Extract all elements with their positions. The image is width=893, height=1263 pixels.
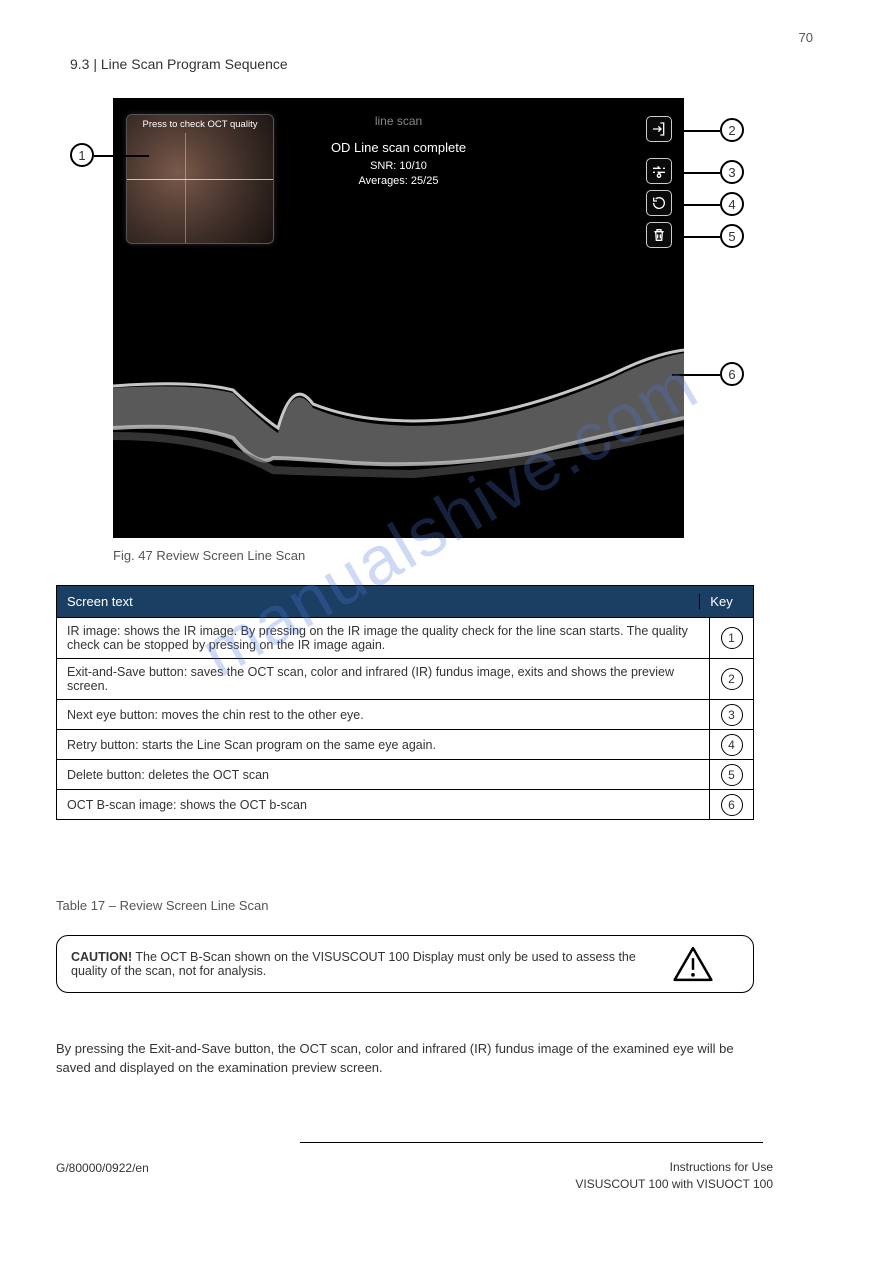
callout-5: 5	[720, 224, 744, 248]
table-cell-text: Next eye button: moves the chin rest to …	[57, 700, 709, 729]
table-header: Screen text Key	[57, 586, 753, 617]
table-cell-key: 5	[709, 760, 753, 789]
key-circle: 6	[721, 794, 743, 816]
callout-2: 2	[720, 118, 744, 142]
table-cell-text: OCT B-scan image: shows the OCT b-scan	[57, 790, 709, 819]
table-row: Retry button: starts the Line Scan progr…	[57, 729, 753, 759]
crosshair-vertical	[185, 133, 186, 243]
table-cell-key: 1	[709, 618, 753, 658]
review-screen-table: Screen text Key IR image: shows the IR i…	[56, 585, 754, 820]
key-circle: 1	[721, 627, 743, 649]
callout-3: 3	[720, 160, 744, 184]
warning-icon	[673, 946, 713, 982]
delete-button[interactable]	[646, 222, 672, 248]
table-header-key: Key	[699, 594, 743, 609]
next-eye-button[interactable]	[646, 158, 672, 184]
footer-line-2: VISUSCOUT 100 with VISUOCT 100	[575, 1176, 773, 1193]
ir-thumbnail[interactable]: Press to check OCT quality	[126, 114, 274, 244]
callout-connector	[680, 130, 720, 132]
key-circle: 2	[721, 668, 743, 690]
footer-right: Instructions for Use VISUSCOUT 100 with …	[575, 1159, 773, 1193]
caution-label: CAUTION!	[71, 950, 132, 964]
table-cell-text: IR image: shows the IR image. By pressin…	[57, 618, 709, 658]
key-circle: 5	[721, 764, 743, 786]
callout-6: 6	[720, 362, 744, 386]
figure-caption: Fig. 47 Review Screen Line Scan	[113, 548, 305, 563]
callout-connector	[672, 374, 720, 376]
thumb-label: Press to check OCT quality	[127, 119, 273, 130]
callout-connector	[680, 172, 720, 174]
retry-button[interactable]	[646, 190, 672, 216]
callout-1: 1	[70, 143, 94, 167]
callout-connector	[94, 155, 149, 157]
screenshot-figure: line scan OD Line scan complete SNR: 10/…	[113, 98, 684, 538]
table-cell-text: Delete button: deletes the OCT scan	[57, 760, 709, 789]
key-circle: 3	[721, 704, 743, 726]
key-circle: 4	[721, 734, 743, 756]
table-cell-key: 3	[709, 700, 753, 729]
exit-save-button[interactable]	[646, 116, 672, 142]
oct-bscan-image	[113, 258, 684, 538]
bottom-paragraph: By pressing the Exit-and-Save button, th…	[56, 1040, 754, 1078]
caution-box: CAUTION! The OCT B-Scan shown on the VIS…	[56, 935, 754, 993]
table-cell-text: Exit-and-Save button: saves the OCT scan…	[57, 659, 709, 699]
callout-connector	[680, 236, 720, 238]
table-cell-key: 2	[709, 659, 753, 699]
table-row: IR image: shows the IR image. By pressin…	[57, 617, 753, 658]
table-row: OCT B-scan image: shows the OCT b-scan 6	[57, 789, 753, 819]
callout-4: 4	[720, 192, 744, 216]
table-header-text: Screen text	[67, 594, 699, 609]
page-number: 70	[799, 30, 813, 45]
table-cell-key: 4	[709, 730, 753, 759]
callout-connector	[680, 204, 720, 206]
section-heading: 9.3 | Line Scan Program Sequence	[70, 56, 288, 72]
caution-text: The OCT B-Scan shown on the VISUSCOUT 10…	[71, 950, 636, 978]
table-cell-text: Retry button: starts the Line Scan progr…	[57, 730, 709, 759]
footer-doc-code: G/80000/0922/en	[56, 1161, 149, 1175]
crosshair-horizontal	[127, 179, 273, 180]
table-cell-key: 6	[709, 790, 753, 819]
footer-line-1: Instructions for Use	[575, 1159, 773, 1176]
footer-divider	[300, 1142, 763, 1143]
table-row: Next eye button: moves the chin rest to …	[57, 699, 753, 729]
table-row: Exit-and-Save button: saves the OCT scan…	[57, 658, 753, 699]
table-row: Delete button: deletes the OCT scan 5	[57, 759, 753, 789]
table-caption: Table 17 – Review Screen Line Scan	[56, 898, 268, 913]
